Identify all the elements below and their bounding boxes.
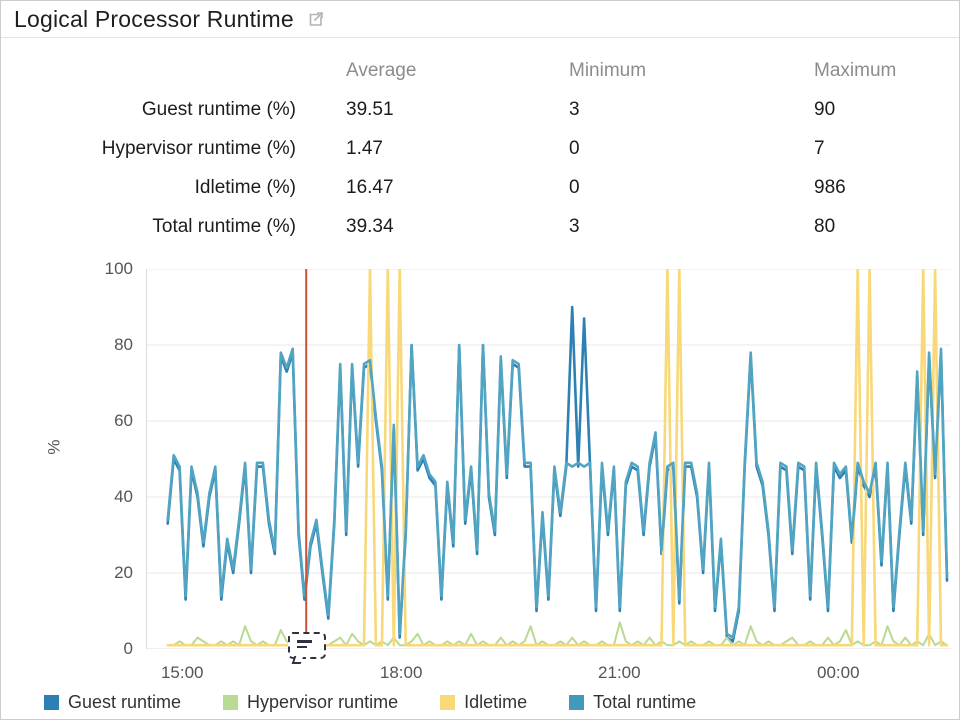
row-value: 7 xyxy=(814,137,825,159)
legend-item-total-runtime[interactable]: Total runtime xyxy=(569,692,696,713)
legend-label: Total runtime xyxy=(593,692,697,712)
chart-legend: Guest runtime Hypervisor runtime Idletime T… xyxy=(44,692,696,713)
legend-item-idletime[interactable]: Idletime xyxy=(440,692,527,713)
row-value: 3 xyxy=(569,98,580,120)
legend-swatch xyxy=(223,695,239,710)
row-value: 986 xyxy=(814,176,846,198)
row-value: 39.34 xyxy=(346,215,394,237)
series-guest-runtime xyxy=(166,305,949,643)
row-value: 0 xyxy=(569,137,580,159)
legend-swatch xyxy=(569,695,585,710)
legend-item-guest-runtime[interactable]: Guest runtime xyxy=(44,692,181,713)
y-tick-60: 60 xyxy=(114,411,133,430)
series-hypervisor-runtime xyxy=(166,621,948,647)
y-axis-label: % xyxy=(44,439,64,455)
x-tick-21:00: 21:00 xyxy=(598,663,641,682)
summary-data-row: Total runtime (%) 39.34 3 80 xyxy=(1,207,959,246)
plot-area[interactable] xyxy=(146,269,951,649)
summary-data-row: Hypervisor runtime (%) 1.47 0 7 xyxy=(1,129,959,168)
legend-label: Guest runtime xyxy=(68,692,182,712)
row-value: Minimum xyxy=(569,59,647,81)
y-tick-40: 40 xyxy=(114,487,133,506)
summary-table: Average Minimum Maximum Guest runtime (%) 39… xyxy=(1,51,959,246)
row-label: Total runtime (%) xyxy=(152,215,296,237)
row-value: Maximum xyxy=(814,59,897,81)
annotation-comment-icon[interactable] xyxy=(288,632,326,664)
row-value: 1.47 xyxy=(346,137,383,159)
panel-titlebar: Logical Processor Runtime xyxy=(1,1,959,38)
comment-line-2 xyxy=(297,646,307,648)
row-value: 39.51 xyxy=(346,98,394,120)
row-value: 3 xyxy=(569,215,580,237)
row-value: Average xyxy=(346,59,417,81)
summary-data-row: Idletime (%) 16.47 0 986 xyxy=(1,168,959,207)
legend-swatch xyxy=(440,695,456,710)
legend-swatch xyxy=(44,695,59,710)
y-tick-100: 100 xyxy=(104,259,133,278)
row-label: Hypervisor runtime (%) xyxy=(101,137,296,159)
x-tick-15:00: 15:00 xyxy=(160,663,204,682)
row-label: Idletime (%) xyxy=(194,176,296,198)
x-tick-18:00: 18:00 xyxy=(379,663,423,682)
legend-label: Hypervisor runtime xyxy=(247,692,399,712)
y-tick-80: 80 xyxy=(114,335,133,354)
legend-label: Idletime xyxy=(464,692,528,712)
row-label: Guest runtime (%) xyxy=(141,98,296,120)
y-tick-20: 20 xyxy=(114,563,133,582)
x-tick-00:00: 00:00 xyxy=(817,663,860,682)
row-value: 80 xyxy=(814,215,836,237)
summary-header-row: Average Minimum Maximum xyxy=(1,51,959,90)
comment-bubble-tail xyxy=(291,656,304,664)
row-value: 0 xyxy=(569,176,580,198)
summary-data-row: Guest runtime (%) 39.51 3 90 xyxy=(1,90,959,129)
external-link-icon[interactable] xyxy=(306,10,325,29)
row-value: 90 xyxy=(814,98,836,120)
y-tick-0: 0 xyxy=(123,639,133,658)
panel-title: Logical Processor Runtime xyxy=(14,5,294,32)
series-total-runtime xyxy=(166,343,949,639)
row-value: 16.47 xyxy=(346,176,394,198)
comment-line-1 xyxy=(297,640,312,643)
legend-item-hypervisor-runtime[interactable]: Hypervisor runtime xyxy=(223,692,398,713)
